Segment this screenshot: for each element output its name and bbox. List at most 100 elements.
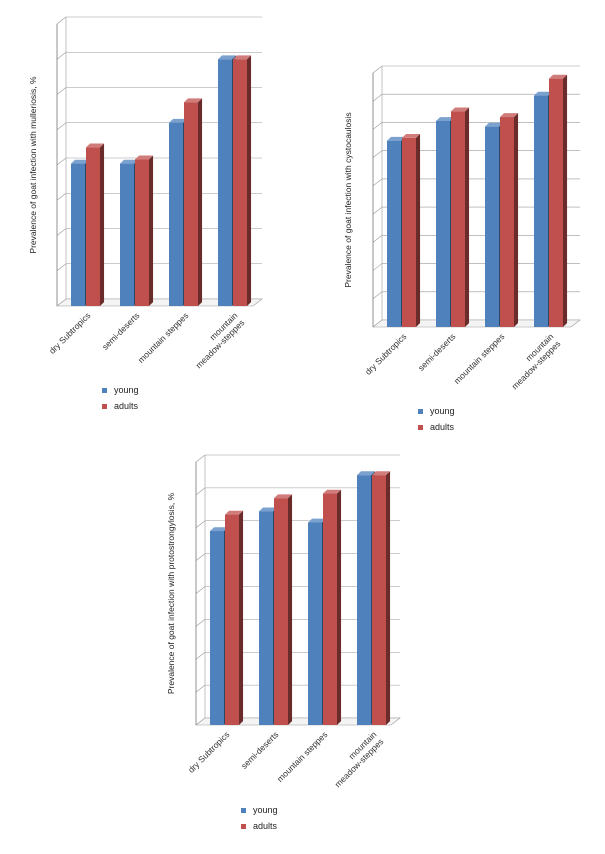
gridline-side (56, 16, 67, 25)
bar-front (485, 126, 499, 327)
bar-front (210, 531, 224, 725)
bar-adults (233, 55, 252, 307)
x-tick-label-line: semi-deserts (100, 310, 141, 351)
bar-side (337, 489, 342, 725)
y-axis-label: Prevalence of goat infection with cystoc… (343, 112, 353, 287)
bar-top (71, 159, 90, 164)
gridline-side (56, 228, 67, 236)
bar-front (549, 78, 563, 328)
bar-top (436, 117, 455, 121)
y-axis-label: Prevalence of goat infection with protos… (166, 492, 176, 694)
bar-adults (549, 74, 568, 328)
bar-front (184, 102, 198, 306)
gridline-side (372, 65, 383, 74)
bar-side (239, 510, 244, 725)
bar-front (120, 163, 134, 306)
x-tick-label: mountain steppes (452, 331, 507, 386)
legend-label-young: young (430, 406, 455, 416)
bar-front (308, 522, 322, 725)
bar-top (135, 155, 154, 160)
gridline-side (195, 586, 206, 594)
bar-adults (86, 143, 105, 306)
bar-adults (135, 155, 154, 306)
bar-side (514, 113, 519, 327)
bar-side (198, 98, 203, 306)
gridline-side (372, 150, 383, 158)
bar-top (218, 55, 237, 60)
x-tick-label: dry Subtropics (363, 331, 408, 376)
bar-front (451, 111, 465, 327)
x-tick-label: mountainmeadow-steppes (326, 729, 386, 789)
x-tick-label: dry Subtropics (186, 729, 231, 774)
bar-top (225, 510, 244, 515)
gridline-side (56, 87, 67, 95)
bar-top (500, 113, 519, 118)
bar-top (372, 471, 391, 476)
bar-adults (323, 489, 342, 725)
bar-front (500, 117, 514, 327)
bar-front (387, 140, 401, 327)
y-axis-label: Prevalence of goat infection with muller… (28, 76, 38, 254)
gridline-side (56, 193, 67, 201)
gridline-side (56, 122, 67, 130)
bar-side (288, 494, 293, 725)
bar-top (169, 118, 188, 123)
gridline-side (195, 520, 206, 528)
bar-top (308, 518, 327, 523)
legend-swatch-adults (102, 404, 107, 409)
x-tick-label-line: mountain steppes (275, 729, 330, 784)
gridline-side (372, 235, 383, 243)
bar-front (323, 493, 337, 725)
bar-front (218, 59, 232, 306)
bar-side (416, 134, 421, 327)
bar-top (402, 134, 421, 138)
x-tick-label-line: semi-deserts (416, 331, 457, 372)
gridline-side (372, 93, 383, 102)
x-tick-label: mountainmeadow-steppes (503, 331, 563, 391)
x-tick-label-line: dry Subtropics (186, 729, 231, 774)
bar-top (233, 55, 252, 60)
bar-adults (372, 471, 391, 725)
x-tick-label-line: mountain steppes (452, 331, 507, 386)
bar-top (274, 494, 293, 499)
gridline-side (195, 619, 206, 627)
bar-top (387, 136, 406, 141)
x-tick-label-line: mountain steppes (136, 310, 191, 365)
bar-front (169, 122, 183, 306)
x-tick-label: semi-deserts (100, 310, 141, 351)
gridline-side (372, 263, 383, 271)
x-tick-label: semi-deserts (416, 331, 457, 372)
x-tick-label-line: semi-deserts (239, 729, 280, 770)
bar-side (247, 55, 252, 307)
bar-top (451, 107, 470, 112)
legend-swatch-young (241, 808, 246, 813)
bar-side (563, 74, 568, 328)
gridline-side (195, 684, 206, 693)
bar-front (71, 163, 85, 306)
bar-side (149, 155, 154, 306)
gridline-side (195, 652, 206, 660)
bar-top (259, 507, 278, 512)
gridline-side (372, 291, 383, 300)
legend-swatch-adults (241, 824, 246, 829)
x-tick-label: dry Subtropics (47, 310, 92, 355)
x-tick-label: mountainmeadow-steppes (187, 310, 247, 370)
legend-swatch-adults (418, 425, 423, 430)
bar-front (372, 475, 386, 725)
bar-front (225, 514, 239, 725)
bar-top (210, 527, 229, 532)
bar-top (357, 471, 376, 476)
bar-adults (500, 113, 519, 327)
bar-adults (402, 134, 421, 327)
legend-swatch-young (102, 388, 107, 393)
gridline-side (56, 52, 67, 60)
x-tick-label: mountain steppes (275, 729, 330, 784)
bar-top (549, 74, 568, 79)
bar-side (465, 107, 470, 327)
bar-top (534, 91, 553, 96)
gridline-side (195, 487, 206, 496)
